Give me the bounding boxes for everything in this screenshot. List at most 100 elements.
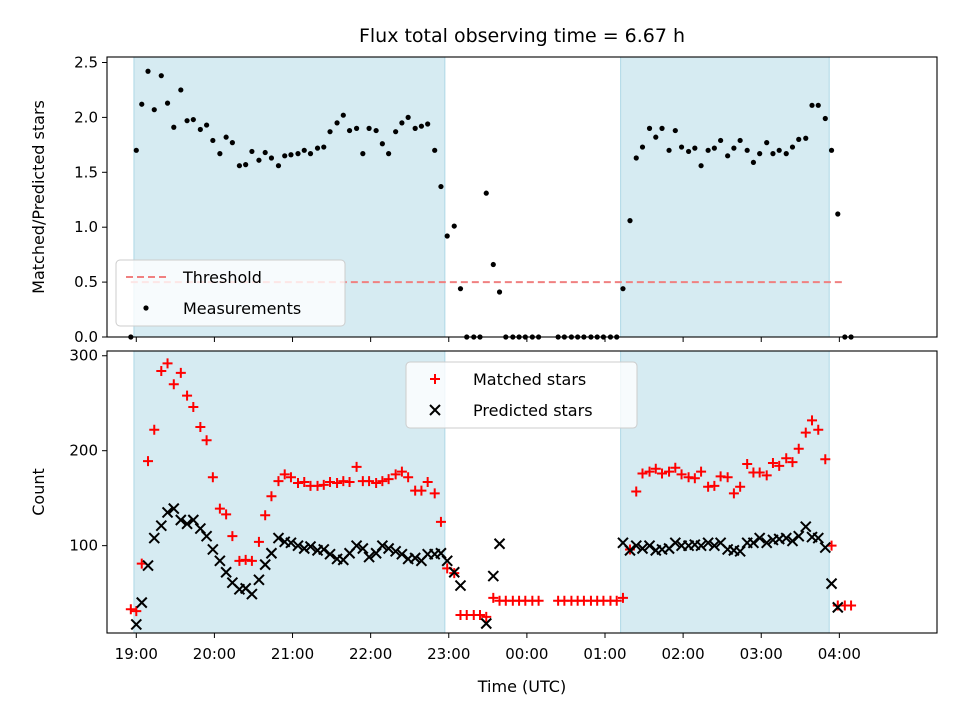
top-measurements-point-75 bbox=[627, 218, 633, 224]
top-measurements-point-79 bbox=[653, 134, 659, 140]
bottom-predicted-stars-point-76 bbox=[760, 537, 773, 549]
bottom-matched-stars-point-23 bbox=[273, 476, 284, 487]
top-measurements-point-101 bbox=[796, 136, 802, 142]
x-tick-label-00:00: 00:00 bbox=[505, 645, 548, 663]
bottom-matched-stars-point-73 bbox=[611, 595, 622, 606]
bottom-matched-stars-point-76 bbox=[631, 486, 642, 497]
bottom-matched-stars-point-92 bbox=[735, 481, 746, 492]
bottom-matched-stars-point-109 bbox=[846, 600, 857, 611]
bottom-matched-stars-point-27 bbox=[299, 477, 310, 488]
top-measurements-point-80 bbox=[659, 125, 665, 131]
top-shaded-interval-2 bbox=[620, 56, 830, 338]
bottom-matched-stars-point-3 bbox=[143, 456, 154, 467]
top-measurements-point-102 bbox=[803, 135, 809, 141]
top-measurements-point-27 bbox=[301, 147, 307, 153]
bottom-matched-stars-point-1 bbox=[131, 606, 142, 617]
x-tick-label-04:00: 04:00 bbox=[818, 645, 861, 663]
top-measurements-point-41 bbox=[393, 129, 399, 135]
top-measurements-point-50 bbox=[451, 223, 457, 229]
bottom-predicted-stars-point-40 bbox=[389, 545, 402, 558]
top-measurements-point-93 bbox=[744, 147, 750, 153]
bottom-predicted-stars-point-7 bbox=[175, 514, 187, 526]
bottom-predicted-stars-point-21 bbox=[265, 547, 278, 559]
top-measurements-point-29 bbox=[314, 145, 321, 151]
bottom-predicted-stars-point-38 bbox=[376, 539, 389, 552]
bottom-predicted-stars-point-39 bbox=[382, 542, 395, 555]
top-measurements-point-74 bbox=[620, 286, 626, 292]
bottom-matched-stars-point-37 bbox=[364, 476, 375, 487]
top-measurements-point-28 bbox=[307, 151, 314, 157]
top-measurements-point-45 bbox=[418, 123, 425, 129]
top-measurements-point-33 bbox=[340, 112, 346, 118]
chart-title: Flux total observing time = 6.67 h bbox=[359, 25, 685, 47]
bottom-shaded-interval-1 bbox=[133, 350, 446, 634]
top-measurements-point-86 bbox=[698, 163, 704, 169]
bottom-predicted-stars-point-0 bbox=[130, 618, 143, 631]
top-measurements-point-7 bbox=[171, 124, 177, 130]
bottom-predicted-stars-point-51 bbox=[480, 617, 492, 630]
bottom-matched-stars-point-98 bbox=[774, 460, 785, 471]
bottom-predicted-stars-point-53 bbox=[493, 538, 506, 550]
top-measurements-point-46 bbox=[425, 121, 431, 127]
bottom-matched-stars-point-74 bbox=[617, 592, 628, 603]
top-y-axis-label: Matched/Predicted stars bbox=[29, 100, 48, 294]
top-measurements-point-90 bbox=[725, 153, 731, 159]
bottom-matched-stars-point-90 bbox=[722, 472, 733, 483]
top-measurements-point-31 bbox=[327, 129, 333, 135]
top-measurements-point-47 bbox=[432, 147, 438, 153]
bottom-matched-stars-point-104 bbox=[813, 424, 824, 435]
legend-threshold-label: Threshold bbox=[182, 268, 262, 287]
top-measurements-point-1 bbox=[133, 147, 139, 153]
bottom-matched-stars-point-46 bbox=[422, 477, 433, 488]
bottom-predicted-stars-point-5 bbox=[161, 506, 174, 519]
bottom-predicted-stars-point-87 bbox=[832, 601, 844, 614]
bottom-matched-stars-point-39 bbox=[377, 476, 388, 487]
top-measurements-point-8 bbox=[178, 87, 184, 93]
bottom-matched-stars-point-25 bbox=[285, 472, 296, 483]
top-measurements-point-77 bbox=[639, 144, 646, 150]
bottom-matched-stars-point-96 bbox=[761, 470, 772, 481]
x-axis-label: Time (UTC) bbox=[477, 677, 566, 696]
bottom-predicted-stars-point-3 bbox=[148, 532, 160, 544]
x-tick-label-23:00: 23:00 bbox=[427, 645, 470, 663]
top-measurements-point-92 bbox=[737, 137, 743, 144]
top-y-tick-label-1.0: 1.0 bbox=[74, 218, 98, 236]
top-measurements-point-106 bbox=[828, 147, 835, 153]
bottom-predicted-stars-point-25 bbox=[292, 539, 304, 552]
bottom-predicted-stars-point-8 bbox=[181, 518, 193, 530]
bottom-predicted-stars-point-13 bbox=[214, 555, 226, 567]
bottom-predicted-stars-point-67 bbox=[702, 537, 714, 549]
bottom-matched-stars-point-41 bbox=[390, 469, 401, 480]
top-measurements-point-85 bbox=[692, 145, 698, 151]
bottom-matched-stars-point-42 bbox=[396, 466, 407, 477]
bottom-y-tick-label-200: 200 bbox=[69, 442, 98, 460]
bottom-predicted-stars-point-29 bbox=[318, 543, 330, 556]
bottom-matched-stars-point-16 bbox=[227, 531, 238, 542]
top-measurements-point-76 bbox=[633, 155, 639, 161]
x-tick-label-03:00: 03:00 bbox=[740, 645, 783, 663]
bottom-panel: 19:00 20:00 21:00 22:00 23:00 00:00 01:00 02:00… bbox=[29, 347, 938, 663]
bottom-matched-stars-point-7 bbox=[168, 379, 179, 390]
bottom-predicted-stars-point-80 bbox=[786, 535, 799, 547]
legend-predicted-label: Predicted stars bbox=[473, 401, 593, 420]
bottom-predicted-stars-point-86 bbox=[825, 577, 838, 590]
bottom-predicted-stars-point-82 bbox=[800, 520, 812, 533]
x-tick-label-02:00: 02:00 bbox=[662, 645, 705, 663]
top-measurements-point-49 bbox=[444, 233, 450, 239]
bottom-legend: Matched stars Predicted stars bbox=[405, 361, 638, 429]
bottom-predicted-stars-point-11 bbox=[200, 530, 213, 542]
top-measurements-point-32 bbox=[334, 120, 340, 126]
top-measurements-point-38 bbox=[373, 127, 379, 134]
top-measurements-point-84 bbox=[685, 148, 692, 155]
top-measurements-point-51 bbox=[457, 286, 464, 292]
bottom-matched-stars-point-0 bbox=[125, 604, 136, 615]
top-panel: 0.0 0.5 1.0 1.5 2.0 2.5 Matched/Predicted star… bbox=[29, 53, 938, 346]
bottom-matched-stars-point-13 bbox=[207, 472, 218, 483]
top-measurements-point-3 bbox=[145, 68, 151, 74]
bottom-predicted-stars-point-48 bbox=[441, 555, 453, 567]
top-measurements-point-34 bbox=[346, 127, 353, 134]
top-measurements-point-21 bbox=[262, 149, 268, 156]
top-measurements-point-107 bbox=[835, 211, 841, 217]
bottom-matched-stars-point-83 bbox=[676, 469, 687, 480]
